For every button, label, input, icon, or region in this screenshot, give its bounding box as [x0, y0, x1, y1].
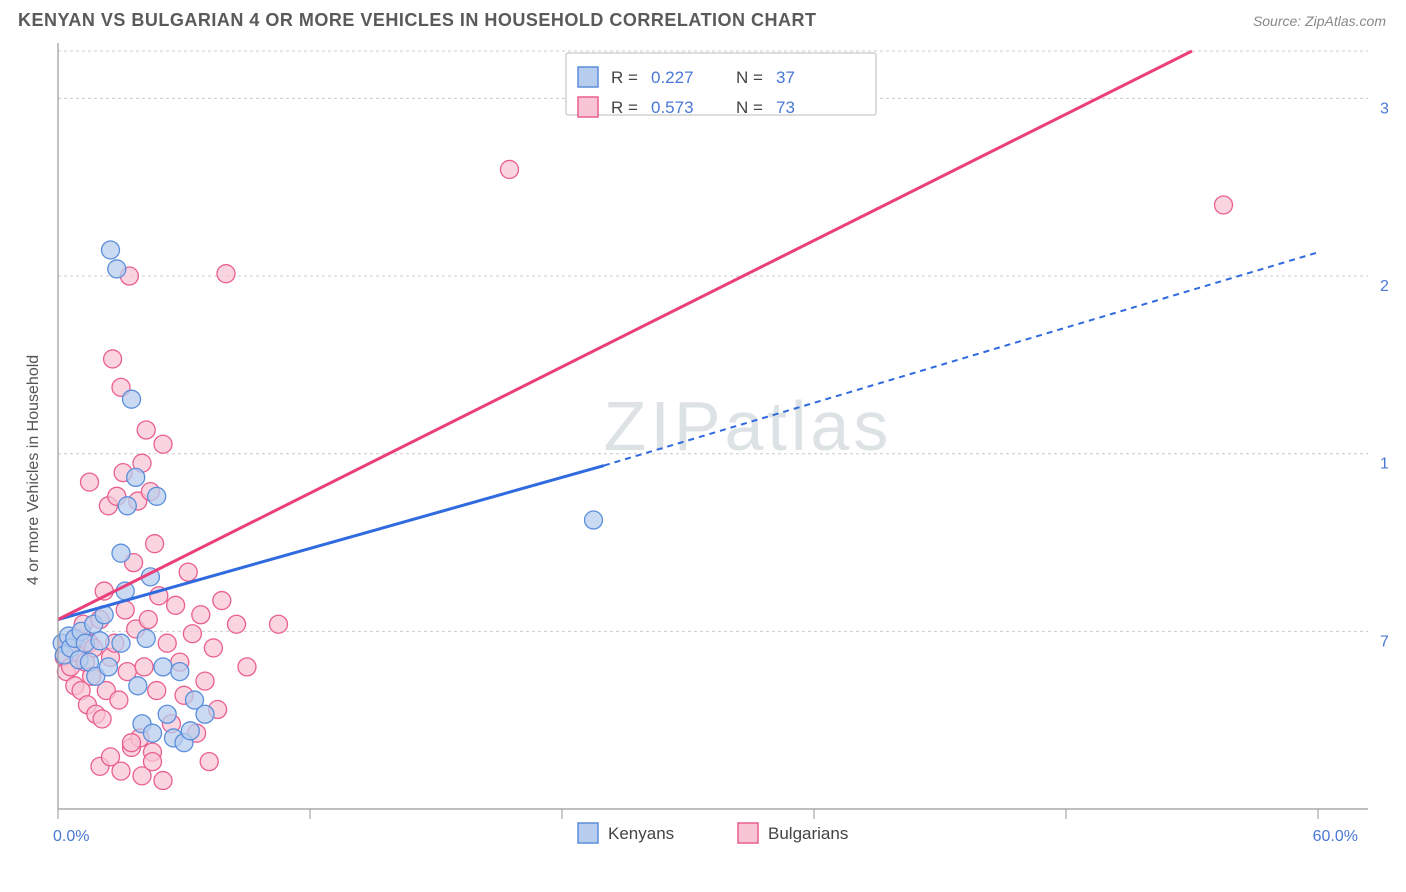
data-point [181, 722, 199, 740]
data-point [99, 658, 117, 676]
data-point [139, 611, 157, 629]
legend-n-label: N = [736, 68, 763, 87]
chart-title: KENYAN VS BULGARIAN 4 OR MORE VEHICLES I… [18, 10, 817, 31]
data-point [228, 615, 246, 633]
source-credit: Source: ZipAtlas.com [1253, 13, 1386, 29]
series-bulgarians [55, 160, 1232, 789]
scatter-chart: ZIPatlas0.0%60.0%7.5%15.0%22.5%30.0%4 or… [18, 39, 1388, 869]
legend-swatch [578, 67, 598, 87]
legend-label: Kenyans [608, 824, 674, 843]
y-axis-label: 4 or more Vehicles in Household [25, 355, 42, 585]
data-point [179, 563, 197, 581]
chart-container: ZIPatlas0.0%60.0%7.5%15.0%22.5%30.0%4 or… [18, 39, 1388, 869]
trend-line-bulgarians [58, 51, 1192, 620]
legend-r-value: 0.573 [651, 98, 694, 117]
y-tick-label: 22.5% [1380, 278, 1388, 295]
trend-line-dashed-kenyans [604, 252, 1318, 465]
data-point [196, 705, 214, 723]
data-point [167, 596, 185, 614]
data-point [112, 634, 130, 652]
legend-r-value: 0.227 [651, 68, 694, 87]
x-tick-label: 0.0% [53, 828, 89, 845]
data-point [118, 497, 136, 515]
data-point [148, 487, 166, 505]
legend-r-label: R = [611, 68, 638, 87]
data-point [158, 705, 176, 723]
header: KENYAN VS BULGARIAN 4 OR MORE VEHICLES I… [0, 0, 1406, 39]
data-point [93, 710, 111, 728]
data-point [146, 535, 164, 553]
data-point [123, 390, 141, 408]
trend-line-kenyans [58, 466, 604, 620]
legend-n-value: 37 [776, 68, 795, 87]
data-point [137, 629, 155, 647]
data-point [213, 592, 231, 610]
data-point [204, 639, 222, 657]
data-point [91, 632, 109, 650]
legend-n-value: 73 [776, 98, 795, 117]
data-point [144, 753, 162, 771]
data-point [196, 672, 214, 690]
data-point [108, 260, 126, 278]
legend-swatch [578, 97, 598, 117]
legend-swatch [738, 823, 758, 843]
data-point [104, 350, 122, 368]
data-point [192, 606, 210, 624]
y-tick-label: 7.5% [1380, 633, 1388, 650]
data-point [154, 435, 172, 453]
data-point [585, 511, 603, 529]
data-point [110, 691, 128, 709]
legend-label: Bulgarians [768, 824, 848, 843]
data-point [123, 734, 141, 752]
data-point [158, 634, 176, 652]
data-point [135, 658, 153, 676]
data-point [171, 663, 189, 681]
legend-swatch [578, 823, 598, 843]
data-point [1215, 196, 1233, 214]
data-point [137, 421, 155, 439]
data-point [154, 772, 172, 790]
y-tick-label: 15.0% [1380, 456, 1388, 473]
data-point [127, 468, 145, 486]
data-point [81, 473, 99, 491]
y-tick-label: 30.0% [1380, 100, 1388, 117]
data-point [112, 762, 130, 780]
legend-n-label: N = [736, 98, 763, 117]
data-point [148, 682, 166, 700]
data-point [112, 544, 130, 562]
data-point [144, 724, 162, 742]
data-point [501, 160, 519, 178]
legend-r-label: R = [611, 98, 638, 117]
data-point [200, 753, 218, 771]
series-legend: Kenyans Bulgarians [578, 823, 848, 843]
data-point [102, 241, 120, 259]
x-tick-label: 60.0% [1313, 828, 1358, 845]
data-point [154, 658, 172, 676]
data-point [270, 615, 288, 633]
data-point [238, 658, 256, 676]
data-point [217, 265, 235, 283]
data-point [183, 625, 201, 643]
data-point [129, 677, 147, 695]
